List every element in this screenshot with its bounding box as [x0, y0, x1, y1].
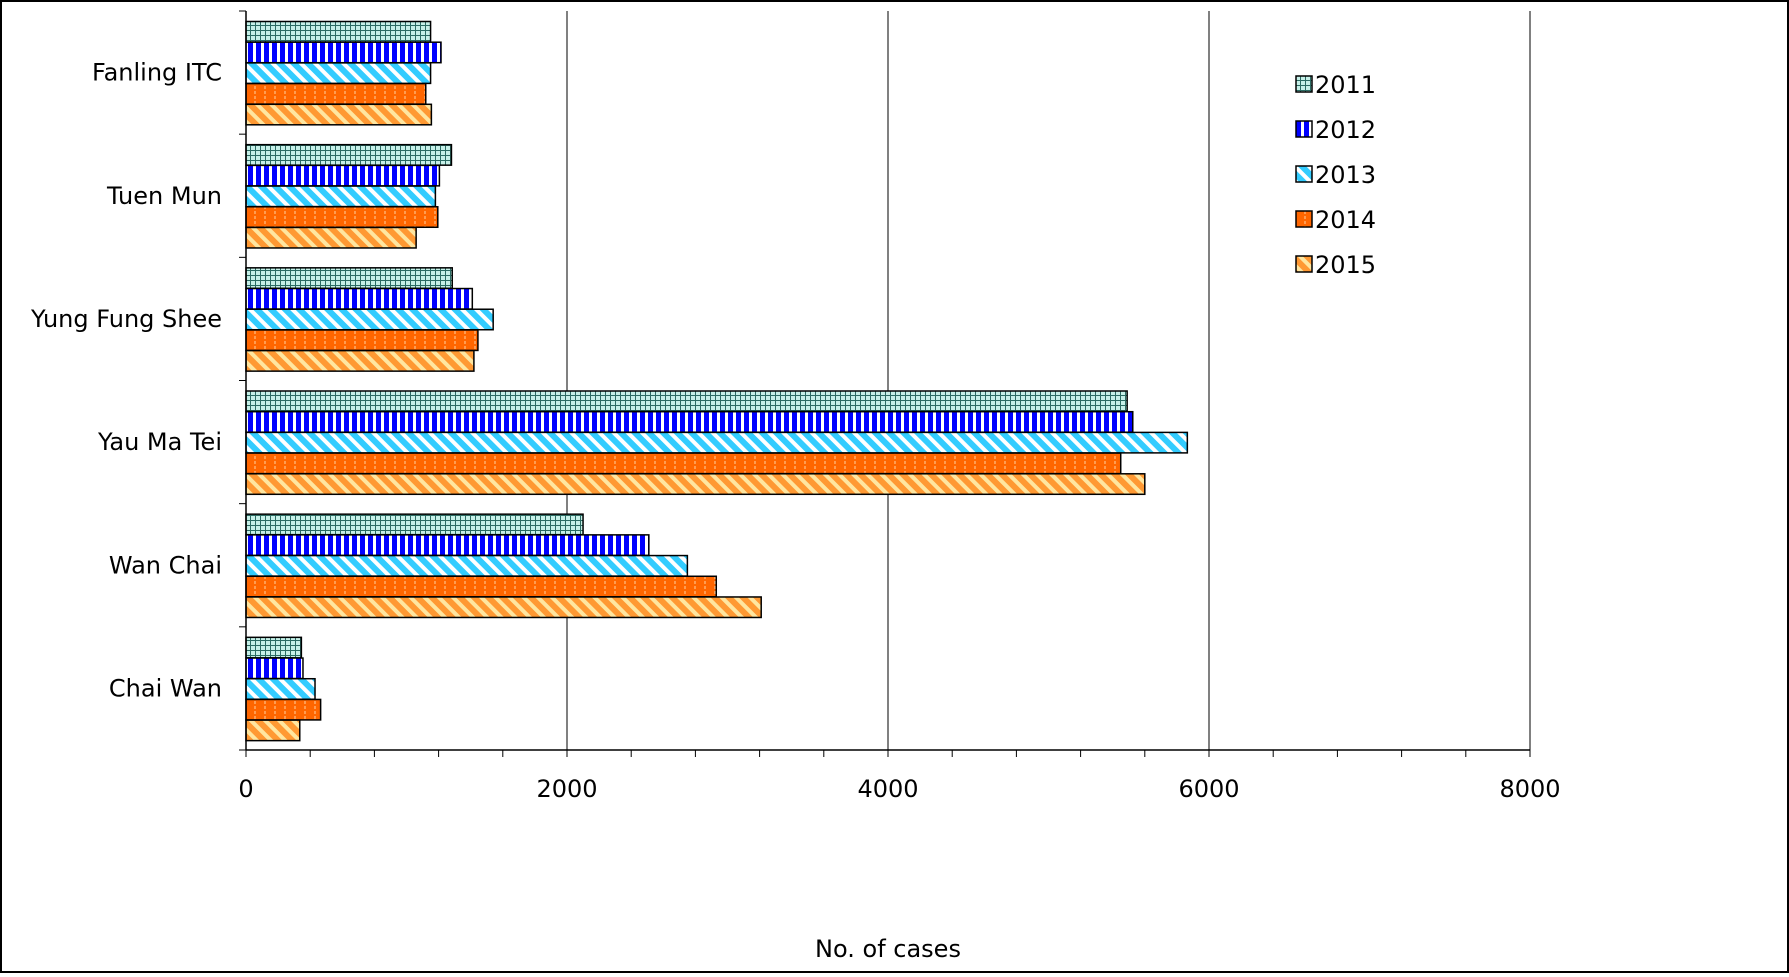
bar-fanling-itc-2012	[245, 41, 442, 64]
legend-label: 2013	[1315, 161, 1376, 189]
bar-yau-ma-tei-2013	[245, 431, 1189, 454]
legend-label: 2014	[1315, 206, 1376, 234]
x-tick-label: 6000	[1178, 775, 1239, 803]
bar-yung-fung-shee-2015	[245, 349, 475, 372]
legend-item-2011: 2011	[1295, 71, 1376, 99]
x-tick-label: 2000	[536, 775, 597, 803]
legend-label: 2015	[1315, 251, 1376, 279]
bar-tuen-mun-2011	[245, 143, 453, 166]
bar-yung-fung-shee-2012	[245, 287, 474, 310]
bar-fanling-itc-2015	[245, 103, 433, 126]
category-label: Wan Chai	[109, 551, 222, 579]
bar-tuen-mun-2014	[245, 206, 439, 229]
category-label: Fanling ITC	[92, 59, 222, 87]
bar-tuen-mun-2013	[245, 185, 437, 208]
legend-swatch	[1295, 255, 1313, 273]
bar-wan-chai-2012	[245, 534, 650, 557]
category-labels: Fanling ITC Tuen Mun Yung Fung Shee Yau Ma …	[30, 59, 222, 703]
bar-tuen-mun-2012	[245, 164, 441, 187]
bar-yau-ma-tei-2012	[245, 410, 1134, 433]
x-tick-label: 0	[238, 775, 253, 803]
bar-yau-ma-tei-2011	[245, 390, 1128, 413]
x-axis-title: No. of cases	[815, 935, 961, 963]
bar-yau-ma-tei-2015	[245, 473, 1146, 496]
bar-wan-chai-2014	[245, 575, 718, 598]
bar-chai-wan-2015	[245, 719, 301, 742]
bar-yung-fung-shee-2013	[245, 308, 494, 331]
category-label: Chai Wan	[109, 674, 222, 702]
category-label: Yung Fung Shee	[30, 305, 222, 333]
bar-fanling-itc-2013	[245, 62, 432, 85]
legend-swatch	[1295, 75, 1313, 93]
x-tick-label: 4000	[857, 775, 918, 803]
bar-tuen-mun-2015	[245, 226, 417, 249]
gridlines	[566, 11, 1531, 750]
bar-chai-wan-2013	[245, 677, 316, 700]
legend-label: 2012	[1315, 116, 1376, 144]
bar-yung-fung-shee-2014	[245, 329, 479, 352]
bar-wan-chai-2015	[245, 596, 762, 619]
x-tick-label: 8000	[1499, 775, 1560, 803]
legend-item-2013: 2013	[1295, 161, 1376, 189]
axes	[239, 10, 1531, 757]
legend-item-2014: 2014	[1295, 206, 1376, 234]
legend-label: 2011	[1315, 71, 1376, 99]
legend-item-2015: 2015	[1295, 251, 1376, 279]
bar-fanling-itc-2014	[245, 82, 427, 105]
bar-wan-chai-2013	[245, 554, 689, 577]
bar-chai-wan-2012	[245, 657, 304, 680]
bar-fanling-itc-2011	[245, 20, 432, 43]
category-label: Yau Ma Tei	[97, 428, 222, 456]
legend-swatch	[1295, 210, 1313, 228]
category-label: Tuen Mun	[106, 182, 222, 210]
bar-yung-fung-shee-2011	[245, 267, 453, 290]
legend-swatch	[1295, 120, 1313, 138]
bar-wan-chai-2011	[245, 513, 584, 536]
bar-chai-wan-2014	[245, 698, 322, 721]
bar-chai-wan-2011	[245, 636, 303, 659]
legend-item-2012: 2012	[1295, 116, 1376, 144]
bar-yau-ma-tei-2014	[245, 452, 1122, 475]
legend: 2011 2012 2013 2014 2015	[1295, 71, 1376, 279]
legend-swatch	[1295, 165, 1313, 183]
tick-labels: 0 2000 4000 6000 8000	[238, 775, 1560, 803]
bars	[245, 20, 1189, 742]
